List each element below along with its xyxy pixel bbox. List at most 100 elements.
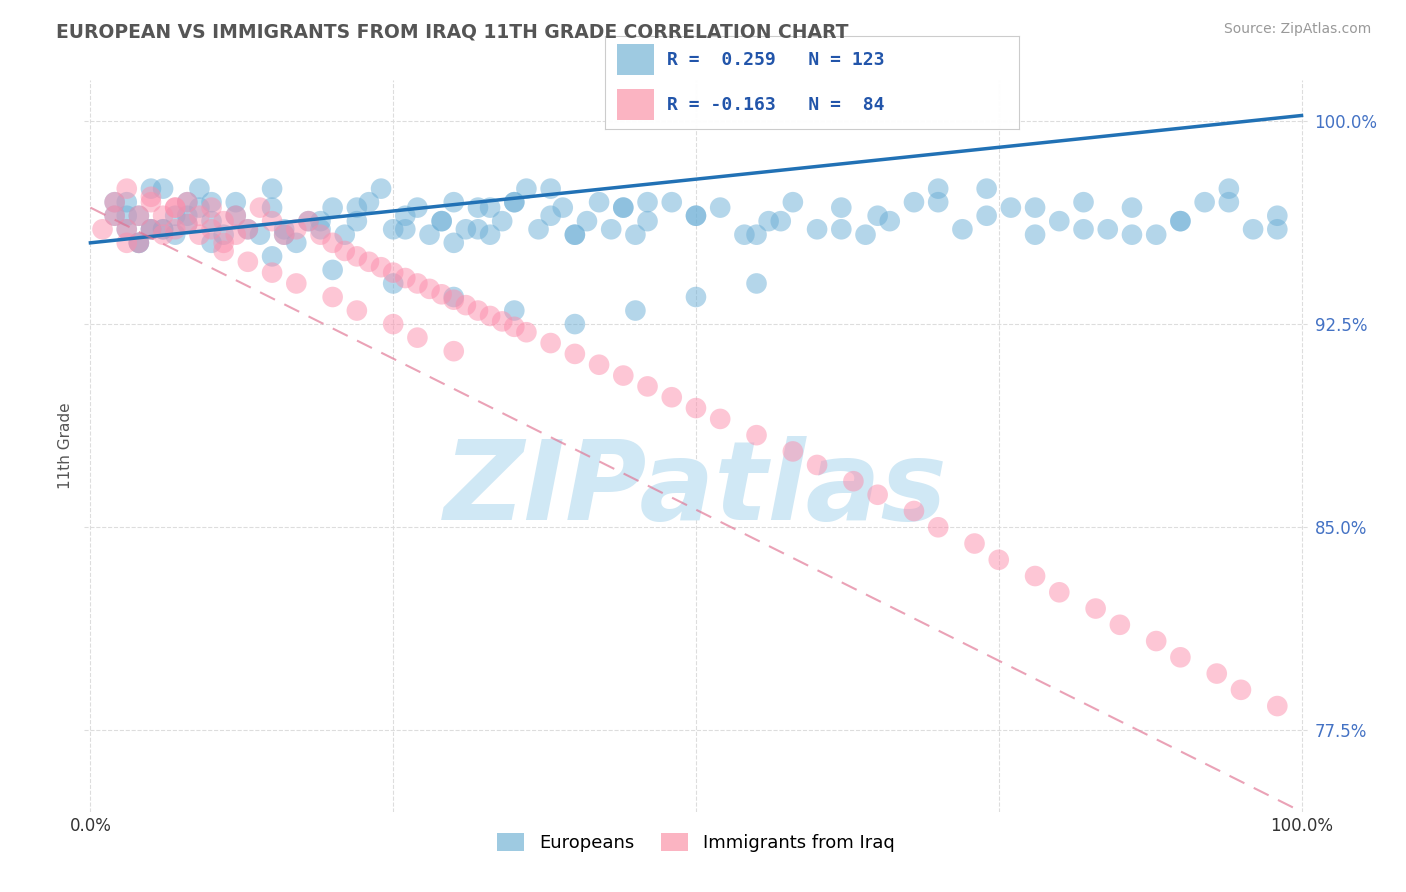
Point bbox=[249, 227, 271, 242]
Y-axis label: 11th Grade: 11th Grade bbox=[58, 402, 73, 490]
Point bbox=[830, 222, 852, 236]
Point bbox=[745, 227, 768, 242]
Point bbox=[176, 217, 198, 231]
Point bbox=[382, 222, 405, 236]
Point bbox=[866, 488, 889, 502]
Point bbox=[309, 222, 332, 236]
Point bbox=[540, 336, 562, 351]
Point bbox=[115, 209, 138, 223]
Point bbox=[200, 201, 222, 215]
Point bbox=[346, 214, 368, 228]
Point bbox=[491, 214, 513, 228]
Point bbox=[1121, 227, 1143, 242]
Point bbox=[1097, 222, 1119, 236]
Point bbox=[139, 181, 162, 195]
Point bbox=[515, 181, 537, 195]
Point bbox=[769, 214, 792, 228]
Point bbox=[139, 222, 162, 236]
Point bbox=[564, 227, 586, 242]
Point bbox=[479, 201, 502, 215]
Point bbox=[782, 444, 804, 458]
Point bbox=[188, 181, 211, 195]
Point bbox=[624, 227, 647, 242]
Point bbox=[927, 520, 949, 534]
Legend: Europeans, Immigrants from Iraq: Europeans, Immigrants from Iraq bbox=[488, 824, 904, 861]
Point bbox=[165, 222, 187, 236]
Text: ZIPatlas: ZIPatlas bbox=[444, 436, 948, 543]
Point bbox=[551, 201, 574, 215]
Point bbox=[418, 282, 440, 296]
Point bbox=[285, 235, 308, 250]
Point bbox=[418, 227, 440, 242]
Point bbox=[249, 201, 271, 215]
Point bbox=[128, 235, 150, 250]
Point bbox=[394, 271, 416, 285]
Point bbox=[503, 195, 526, 210]
Point bbox=[976, 181, 998, 195]
Point bbox=[903, 504, 925, 518]
Point bbox=[745, 277, 768, 291]
Point bbox=[467, 303, 489, 318]
Point bbox=[806, 222, 828, 236]
Point bbox=[273, 222, 295, 236]
Point bbox=[309, 214, 332, 228]
Point bbox=[212, 214, 235, 228]
Point bbox=[297, 214, 319, 228]
Bar bbox=[617, 44, 654, 75]
Point bbox=[212, 227, 235, 242]
Point bbox=[128, 235, 150, 250]
Point bbox=[1047, 214, 1070, 228]
Point bbox=[564, 317, 586, 331]
Point bbox=[262, 201, 284, 215]
Point bbox=[165, 227, 187, 242]
Point bbox=[1241, 222, 1264, 236]
Point bbox=[273, 227, 295, 242]
Point bbox=[927, 181, 949, 195]
Point bbox=[855, 227, 877, 242]
Point bbox=[927, 195, 949, 210]
Point bbox=[104, 209, 127, 223]
Point bbox=[612, 368, 634, 383]
Point bbox=[588, 358, 610, 372]
Point bbox=[152, 222, 174, 236]
Point bbox=[503, 195, 526, 210]
Point bbox=[443, 235, 465, 250]
Point bbox=[212, 235, 235, 250]
Point bbox=[152, 227, 174, 242]
Point bbox=[575, 214, 598, 228]
Point bbox=[273, 227, 295, 242]
Point bbox=[165, 209, 187, 223]
Point bbox=[661, 390, 683, 404]
Point bbox=[685, 209, 707, 223]
Text: R =  0.259   N = 123: R = 0.259 N = 123 bbox=[666, 51, 884, 69]
Point bbox=[104, 195, 127, 210]
Point bbox=[745, 428, 768, 442]
Point bbox=[443, 195, 465, 210]
Point bbox=[564, 227, 586, 242]
Point bbox=[637, 214, 659, 228]
Point bbox=[637, 195, 659, 210]
Point bbox=[262, 214, 284, 228]
Point bbox=[346, 201, 368, 215]
Point bbox=[866, 209, 889, 223]
Point bbox=[1230, 682, 1253, 697]
Point bbox=[104, 209, 127, 223]
Point bbox=[1170, 214, 1192, 228]
Point bbox=[176, 195, 198, 210]
Point bbox=[382, 317, 405, 331]
Point bbox=[115, 195, 138, 210]
Point bbox=[709, 201, 731, 215]
Point bbox=[262, 266, 284, 280]
Point bbox=[503, 303, 526, 318]
Point bbox=[200, 214, 222, 228]
Point bbox=[236, 254, 259, 268]
Point bbox=[515, 325, 537, 339]
Point bbox=[527, 222, 550, 236]
Point bbox=[503, 319, 526, 334]
Point bbox=[188, 227, 211, 242]
Point bbox=[1047, 585, 1070, 599]
Point bbox=[443, 344, 465, 359]
Point bbox=[952, 222, 974, 236]
Point bbox=[128, 209, 150, 223]
Point bbox=[104, 195, 127, 210]
